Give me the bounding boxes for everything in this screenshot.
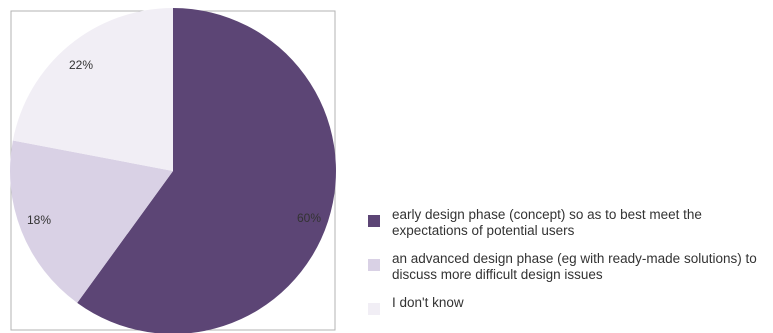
slice-label-1: 60%: [297, 211, 321, 225]
slice-label-2: 18%: [27, 213, 51, 227]
legend-item-1: early design phase (concept) so as to be…: [368, 207, 768, 239]
legend-label-1: early design phase (concept) so as to be…: [392, 207, 702, 238]
legend-item-3: I don't know: [368, 295, 768, 315]
legend-swatch-1: [368, 215, 380, 227]
pie-slice-1: [77, 8, 336, 333]
legend-swatch-3: [368, 303, 380, 315]
legend: early design phase (concept) so as to be…: [368, 207, 768, 315]
legend-swatch-2: [368, 259, 380, 271]
slice-labels: 60% 18% 22%: [27, 58, 321, 227]
pie-slices: [10, 8, 336, 333]
pie-slice-2: [10, 140, 173, 303]
slice-label-3: 22%: [69, 58, 93, 72]
legend-item-2: an advanced design phase (eg with ready-…: [368, 251, 768, 283]
legend-label-3: I don't know: [392, 295, 464, 310]
pie-slice-3: [12, 8, 174, 171]
legend-label-2: an advanced design phase (eg with ready-…: [392, 251, 757, 282]
